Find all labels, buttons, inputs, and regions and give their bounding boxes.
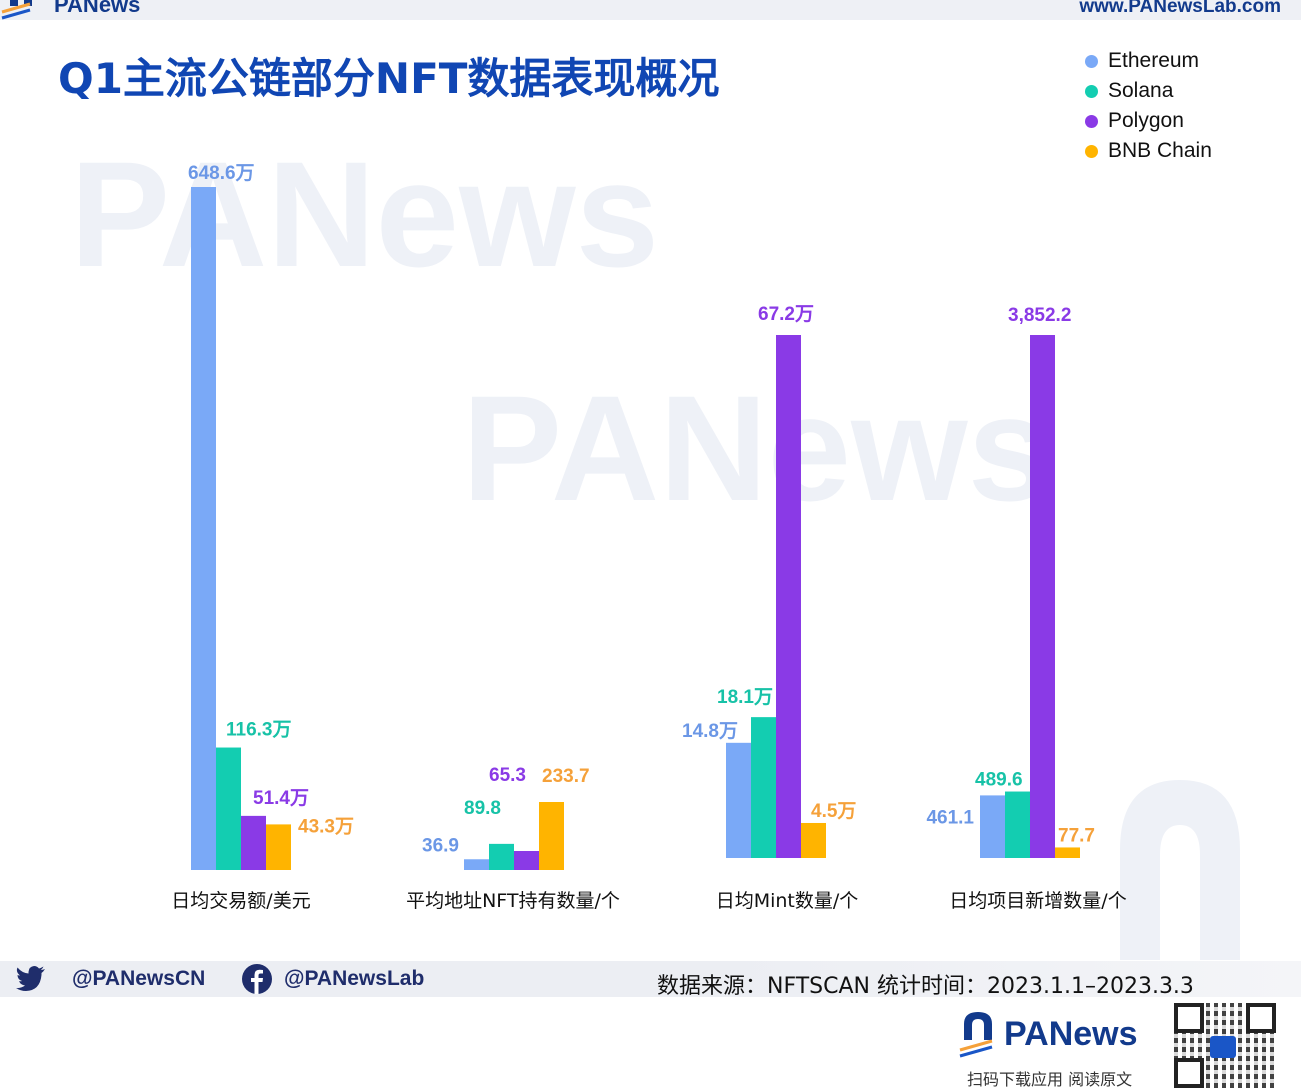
legend-dot-ethereum xyxy=(1085,54,1098,68)
twitter-handle-text: @PANewsCN xyxy=(72,967,206,990)
legend-item-bnb-chain: BNB Chain xyxy=(1085,136,1212,166)
bar-bnb-1 xyxy=(539,802,564,870)
facebook-handle[interactable]: @PANewsLab xyxy=(242,962,424,996)
bar-polygon-2 xyxy=(776,335,801,858)
legend-dot-bnb-chain xyxy=(1085,144,1098,158)
legend-label-polygon: Polygon xyxy=(1108,109,1184,132)
legend-item-solana: Solana xyxy=(1085,76,1212,106)
data-label-ethereum-3: 461.1 xyxy=(926,807,974,828)
legend-item-ethereum: Ethereum xyxy=(1085,46,1212,76)
bar-ethereum-2 xyxy=(726,742,751,858)
data-label-bnb-1: 233.7 xyxy=(542,766,590,787)
bar-ethereum-0 xyxy=(191,187,216,870)
site-url[interactable]: www.PANewsLab.com xyxy=(1079,0,1281,17)
bottom-logo: PANews xyxy=(958,1010,1138,1058)
bottom-logo-text: PANews xyxy=(1004,1014,1138,1053)
data-label-solana-2: 18.1万 xyxy=(717,687,773,708)
legend-dot-polygon xyxy=(1085,114,1098,128)
bar-ethereum-1 xyxy=(464,859,489,870)
category-label-0: 日均交易额/美元 xyxy=(171,890,310,912)
footer-bar xyxy=(0,961,1301,997)
bar-ethereum-3 xyxy=(980,795,1005,858)
data-label-polygon-2: 67.2万 xyxy=(758,304,814,325)
data-label-bnb-0: 43.3万 xyxy=(298,816,354,837)
data-label-polygon-1: 65.3 xyxy=(489,765,526,786)
bar-solana-1 xyxy=(489,843,514,870)
top-bar xyxy=(0,0,1301,20)
data-label-ethereum-2: 14.8万 xyxy=(682,721,738,742)
twitter-handle[interactable]: @PANewsCN xyxy=(16,962,205,996)
bar-solana-2 xyxy=(751,717,776,858)
qr-corner-bl xyxy=(1174,1058,1204,1088)
data-source: 数据来源：NFTSCAN 统计时间：2023.1.1–2023.3.3 xyxy=(657,974,1194,999)
data-label-polygon-0: 51.4万 xyxy=(253,788,309,809)
twitter-bird-icon xyxy=(16,966,45,991)
bar-bnb-2 xyxy=(801,822,826,858)
bar-solana-3 xyxy=(1005,791,1030,858)
qr-center-logo xyxy=(1210,1036,1236,1058)
facebook-icon xyxy=(242,964,272,994)
data-label-polygon-3: 3,852.2 xyxy=(1008,305,1071,326)
legend-label-ethereum: Ethereum xyxy=(1108,49,1200,72)
bar-bnb-3 xyxy=(1055,847,1080,858)
legend-label-solana: Solana xyxy=(1108,79,1174,102)
top-logo: PANews xyxy=(0,0,140,20)
legend-item-polygon: Polygon xyxy=(1085,106,1212,136)
panews-logo-icon xyxy=(959,1012,993,1058)
legend-label-bnb-chain: BNB Chain xyxy=(1108,139,1212,162)
bar-bnb-0 xyxy=(266,824,291,870)
data-label-bnb-3: 77.7 xyxy=(1058,825,1095,846)
category-label-2: 日均Mint数量/个 xyxy=(716,890,859,912)
download-caption: 扫码下载应用 阅读原文 xyxy=(967,1070,1133,1089)
bar-polygon-1 xyxy=(514,850,539,870)
data-label-solana-3: 489.6 xyxy=(975,770,1023,791)
legend: Ethereum Solana Polygon BNB Chain xyxy=(1085,46,1212,166)
chart-title: Q1主流公链部分NFT数据表现概况 xyxy=(58,54,720,103)
bar-solana-0 xyxy=(216,747,241,870)
category-label-1: 平均地址NFT持有数量/个 xyxy=(406,890,620,912)
qr-corner-tr xyxy=(1246,1003,1276,1033)
facebook-handle-text: @PANewsLab xyxy=(284,967,425,990)
top-logo-text: PANews xyxy=(54,0,141,17)
legend-dot-solana xyxy=(1085,84,1098,98)
data-label-ethereum-1: 36.9 xyxy=(422,835,459,856)
bar-polygon-0 xyxy=(241,815,266,870)
data-label-bnb-2: 4.5万 xyxy=(811,801,856,822)
data-label-ethereum-0: 648.6万 xyxy=(188,163,255,184)
data-label-solana-1: 89.8 xyxy=(464,798,501,819)
category-label-3: 日均项目新增数量/个 xyxy=(949,890,1126,912)
watermark-logo-mark xyxy=(1120,780,1240,960)
bar-polygon-3 xyxy=(1030,335,1055,858)
panews-logo-icon xyxy=(1,0,32,20)
qr-corner-tl xyxy=(1174,1003,1204,1033)
data-label-solana-0: 116.3万 xyxy=(226,720,292,741)
